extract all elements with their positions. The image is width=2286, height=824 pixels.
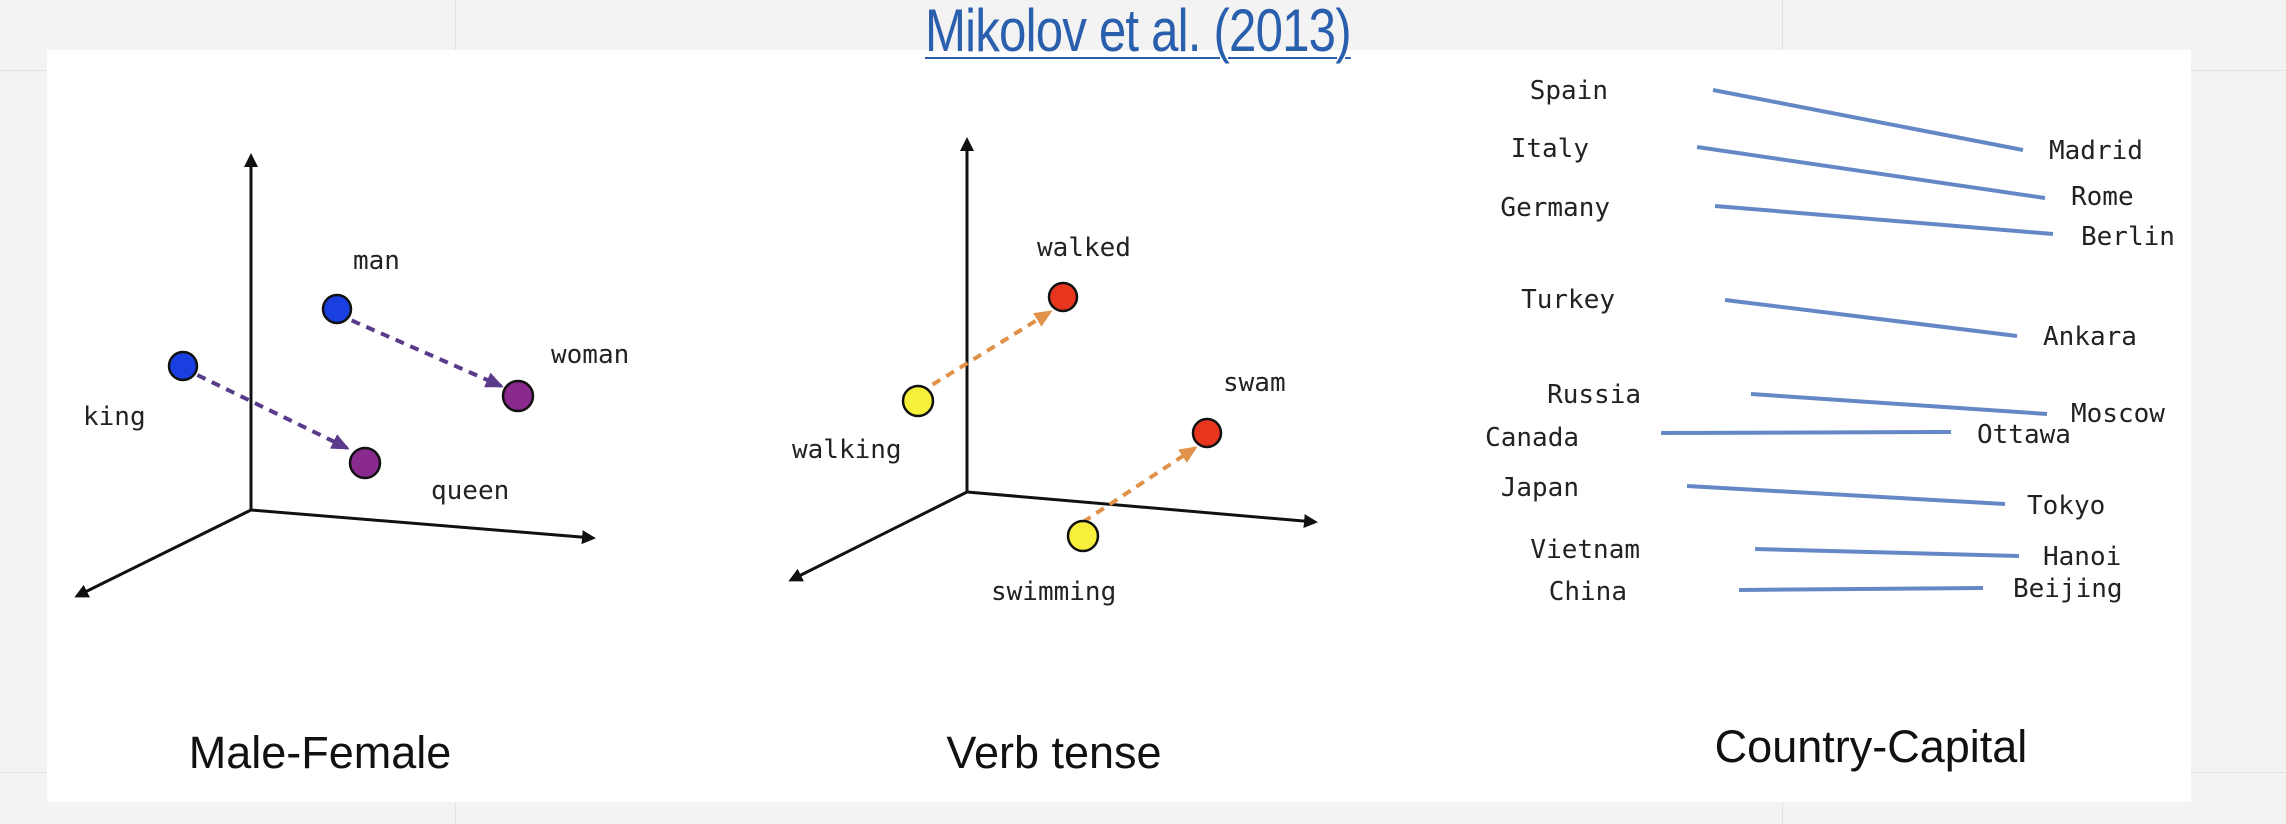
- pair-line: [1714, 204, 2054, 236]
- caption-verb-tense: Verb tense: [946, 727, 1161, 778]
- man-point: [321, 293, 353, 325]
- male-female-panel: man woman king queen Male-Female: [74, 153, 629, 778]
- verb-tense-panel: walked walking swam swimming Verb tense: [788, 137, 1318, 778]
- pair-line: [1724, 298, 2018, 338]
- axis-down-left: [74, 508, 252, 598]
- label-woman: woman: [551, 340, 629, 370]
- swam-point: [1191, 417, 1223, 449]
- word-embedding-figure: man woman king queen Male-Female walked …: [47, 50, 2191, 802]
- country-label: Italy: [1511, 134, 1589, 164]
- man-to-woman-arrow: [336, 312, 504, 388]
- pair-line: [1712, 88, 2024, 152]
- walking-point: [901, 384, 935, 418]
- country-label: Turkey: [1521, 285, 1615, 315]
- caption-male-female: Male-Female: [189, 727, 452, 778]
- pair-line: [1686, 484, 2006, 506]
- label-walking: walking: [792, 435, 902, 465]
- walked-point: [1047, 281, 1079, 313]
- queen-point: [348, 446, 382, 480]
- axis-right: [966, 490, 1318, 529]
- capital-label: Ottawa: [1977, 420, 2071, 450]
- king-to-queen-arrow: [182, 366, 350, 450]
- country-label: China: [1549, 577, 1627, 607]
- capital-label: Berlin: [2081, 222, 2175, 252]
- label-queen: queen: [431, 476, 509, 506]
- capital-label: Rome: [2071, 182, 2134, 212]
- pair-line: [1738, 586, 1984, 592]
- label-swam: swam: [1223, 368, 1286, 398]
- capital-label: Tokyo: [2027, 491, 2105, 521]
- label-king: king: [83, 402, 146, 432]
- label-man: man: [353, 246, 400, 276]
- swimming-point: [1066, 519, 1100, 553]
- pair-line: [1696, 145, 2046, 200]
- label-swimming: swimming: [991, 577, 1116, 607]
- woman-point: [501, 379, 535, 413]
- label-walked: walked: [1037, 233, 1131, 263]
- country-capital-panel: Spain Italy Germany Turkey Russia Canada…: [1485, 76, 2175, 772]
- title-link[interactable]: Mikolov et al. (2013): [925, 0, 1352, 64]
- pair-line: [1660, 430, 1952, 435]
- capital-label: Beijing: [2013, 574, 2123, 604]
- country-label: Spain: [1530, 76, 1608, 106]
- capital-label: Hanoi: [2043, 542, 2121, 572]
- country-label: Canada: [1485, 423, 1579, 453]
- walking-to-walked-arrow: [917, 310, 1053, 395]
- country-label: Vietnam: [1530, 535, 1640, 565]
- pair-line: [1754, 547, 2020, 558]
- country-label: Germany: [1500, 193, 1610, 223]
- pair-line: [1750, 392, 2048, 416]
- axis-right: [250, 508, 596, 545]
- king-point: [167, 350, 199, 382]
- diagram-canvas: man woman king queen Male-Female walked …: [74, 76, 2175, 778]
- capital-label: Madrid: [2049, 136, 2143, 166]
- country-label: Russia: [1547, 380, 1641, 410]
- capital-label: Moscow: [2071, 399, 2165, 429]
- country-label: Japan: [1501, 473, 1579, 503]
- axis-down-left: [788, 490, 968, 582]
- swimming-to-swam-arrow: [1081, 446, 1198, 524]
- capital-label: Ankara: [2043, 322, 2137, 352]
- caption-country-capital: Country-Capital: [1715, 721, 2028, 772]
